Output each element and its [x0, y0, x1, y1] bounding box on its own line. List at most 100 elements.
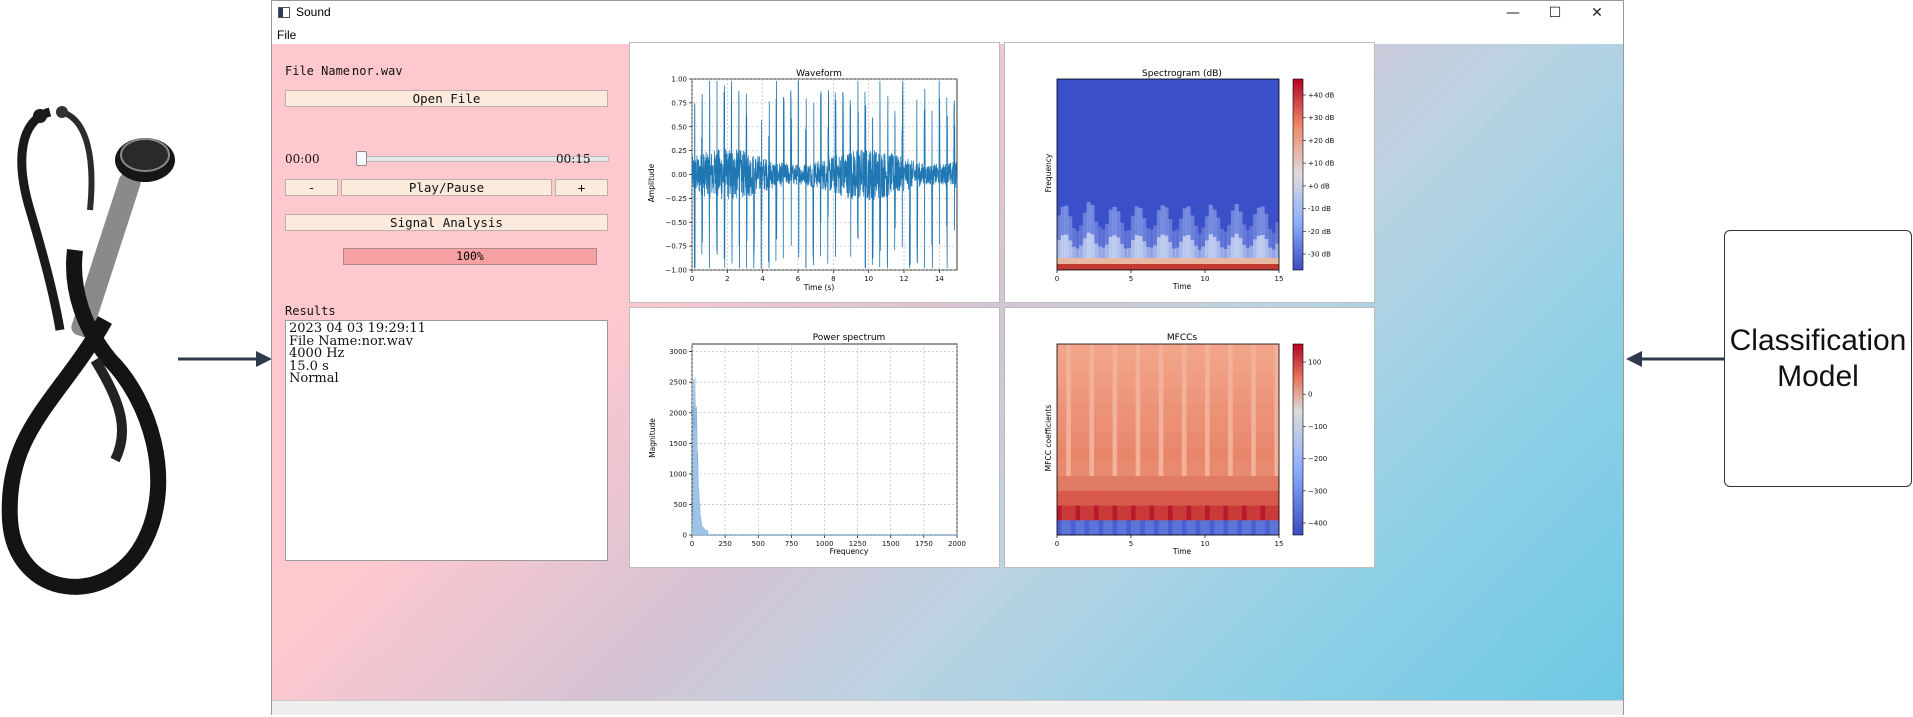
- spectrogram-band: [1101, 229, 1106, 258]
- mfcc-cell: [1214, 520, 1220, 536]
- mfcc-cell: [1214, 505, 1220, 521]
- mfcc-cell: [1260, 388, 1266, 404]
- spectrogram-band: [1193, 225, 1199, 258]
- mfcc-cell: [1158, 520, 1164, 536]
- mfcc-cell: [1205, 461, 1211, 477]
- mfcc-cell: [1089, 373, 1095, 389]
- mfcc-cell: [1158, 432, 1164, 448]
- mfcc-cell: [1135, 358, 1141, 374]
- colorbar-tick-label: 0: [1308, 391, 1312, 399]
- mfcc-cell: [1260, 461, 1266, 477]
- mfcc-cell: [1260, 446, 1266, 462]
- mfcc-cell: [1269, 388, 1275, 404]
- mfcc-cell: [1186, 446, 1192, 462]
- x-tick-label: 250: [718, 540, 731, 548]
- mfcc-cell: [1154, 505, 1160, 521]
- mfcc-cell: [1191, 476, 1197, 492]
- mfcc-cell: [1131, 520, 1137, 536]
- mfcc-cell: [1070, 505, 1076, 521]
- menu-bar: File: [272, 25, 1623, 44]
- mfcc-cell: [1172, 520, 1178, 536]
- mfcc-cell: [1172, 358, 1178, 374]
- mfcc-cell: [1269, 520, 1275, 536]
- mfcc-cell: [1232, 476, 1238, 492]
- mfcc-cell: [1181, 402, 1187, 418]
- spectrogram-band: [1234, 233, 1239, 258]
- mfcc-cell: [1242, 520, 1248, 536]
- mfcc-cell: [1232, 490, 1238, 507]
- mfcc-cell: [1149, 373, 1155, 389]
- mfcc-cell: [1158, 388, 1164, 404]
- x-tick-label: 0: [1055, 275, 1059, 283]
- mfcc-cell: [1084, 490, 1090, 507]
- mfcc-cell: [1195, 373, 1201, 389]
- mfcc-cell: [1121, 505, 1127, 521]
- mfcc-cell: [1177, 388, 1183, 404]
- mfcc-cell: [1274, 344, 1280, 360]
- mfcc-cell: [1172, 461, 1178, 477]
- spectrogram-band: [1108, 209, 1113, 258]
- mfcc-cell: [1223, 446, 1229, 462]
- x-tick-label: 6: [796, 275, 801, 283]
- plus-button[interactable]: +: [555, 179, 608, 196]
- spectrogram-band: [1142, 241, 1147, 258]
- mfcc-cell: [1144, 373, 1150, 389]
- mfcc-cell: [1075, 344, 1081, 360]
- mfcc-cell: [1265, 417, 1271, 433]
- close-button[interactable]: ✕: [1591, 5, 1603, 21]
- menu-file[interactable]: File: [277, 28, 297, 42]
- spectrogram-band: [1256, 207, 1261, 258]
- mfcc-cell: [1255, 476, 1261, 492]
- mfcc-cell: [1126, 461, 1132, 477]
- mfcc-cell: [1163, 461, 1169, 477]
- mfcc-cell: [1112, 358, 1118, 374]
- minimize-button[interactable]: —: [1506, 5, 1520, 21]
- mfcc-cell: [1218, 461, 1224, 477]
- mfcc-cell: [1121, 402, 1127, 418]
- mfcc-cell: [1126, 373, 1132, 389]
- mfcc-cell: [1154, 446, 1160, 462]
- mfcc-cell: [1200, 432, 1206, 448]
- mfcc-cell: [1274, 461, 1280, 477]
- mfcc-cell: [1126, 505, 1132, 521]
- mfcc-cell: [1163, 490, 1169, 507]
- mfcc-cell: [1232, 402, 1238, 418]
- mfcc-cell: [1186, 402, 1192, 418]
- mfcc-cell: [1084, 417, 1090, 433]
- playback-slider-handle[interactable]: [356, 151, 367, 166]
- mfcc-cell: [1080, 344, 1086, 360]
- mfcc-cell: [1098, 461, 1104, 477]
- mfcc-cell: [1080, 461, 1086, 477]
- spectrogram-band: [1101, 247, 1106, 258]
- spectrogram-band: [1057, 239, 1062, 258]
- mfcc-cell: [1163, 358, 1169, 374]
- signal-analysis-button[interactable]: Signal Analysis: [285, 214, 608, 231]
- open-file-button[interactable]: Open File: [285, 90, 608, 107]
- mfcc-cell: [1103, 358, 1109, 374]
- mfcc-cell: [1274, 417, 1280, 433]
- spectrogram-band: [1090, 205, 1095, 258]
- mfcc-cell: [1131, 432, 1137, 448]
- minus-button[interactable]: -: [285, 179, 338, 196]
- mfcc-cell: [1251, 388, 1257, 404]
- results-textbox[interactable]: 2023 04 03 19:29:11 File Name:nor.wav 40…: [285, 320, 608, 561]
- mfcc-cell: [1117, 402, 1123, 418]
- mfcc-cell: [1242, 505, 1248, 521]
- maximize-button[interactable]: ☐: [1548, 5, 1562, 21]
- colorbar-tick-label: +10 dB: [1308, 160, 1334, 168]
- spectrogram-band-base: [1057, 264, 1279, 270]
- mfcc-cell: [1061, 446, 1067, 462]
- plot-frame: [1056, 78, 1280, 271]
- mfcc-cell: [1232, 446, 1238, 462]
- play-pause-button[interactable]: Play/Pause: [341, 179, 552, 196]
- mfcc-cell: [1228, 505, 1234, 521]
- mfcc-cell: [1218, 417, 1224, 433]
- mfcc-cell: [1154, 417, 1160, 433]
- mfcc-cell: [1098, 358, 1104, 374]
- x-tick-label: 1000: [816, 540, 834, 548]
- spectrogram-band: [1160, 234, 1165, 258]
- mfcc-cell: [1200, 476, 1206, 492]
- mfcc-cell: [1149, 388, 1155, 404]
- mfcc-cell: [1255, 520, 1261, 536]
- mfcc-cell: [1107, 505, 1113, 521]
